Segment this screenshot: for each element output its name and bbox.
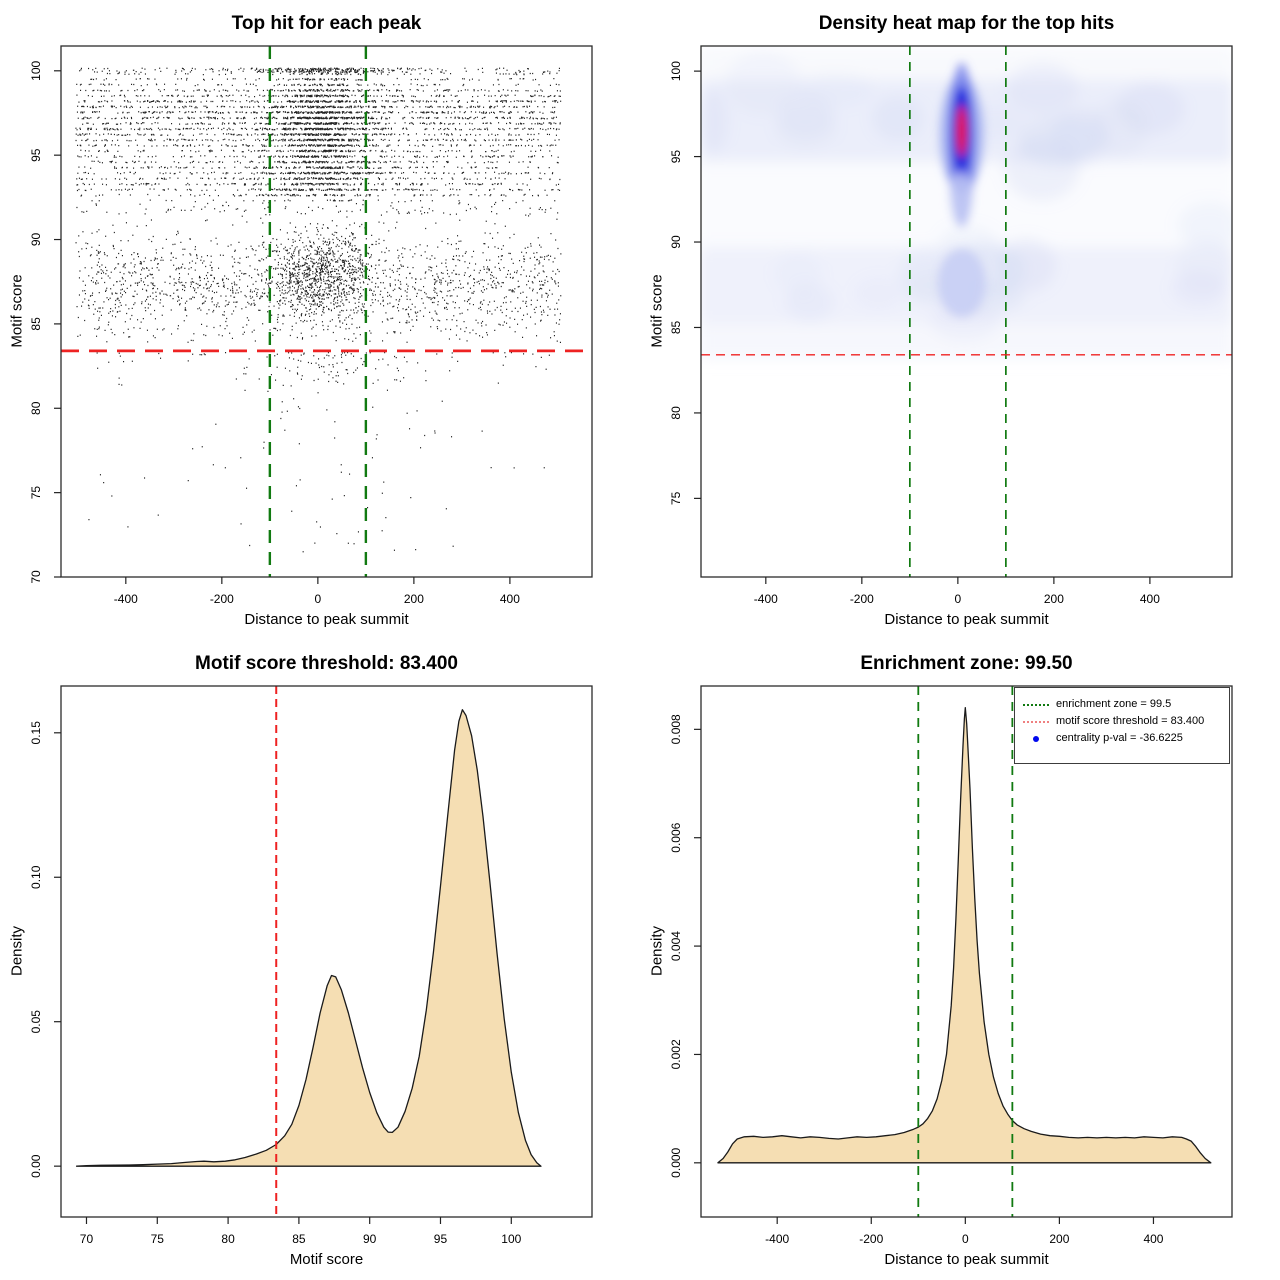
svg-text:0: 0 xyxy=(315,592,322,606)
svg-text:-400: -400 xyxy=(765,1232,789,1246)
svg-text:0.15: 0.15 xyxy=(29,721,43,745)
svg-text:100: 100 xyxy=(501,1232,521,1246)
svg-text:0.002: 0.002 xyxy=(669,1039,683,1069)
panel-density-heatmap: -400 -200 0 200 400 75 80 85 90 95 100 Density hea… xyxy=(640,0,1280,640)
svg-text:85: 85 xyxy=(292,1232,306,1246)
svg-text:80: 80 xyxy=(221,1232,235,1246)
y-axis-label: Motif score xyxy=(8,274,26,348)
svg-text:-400: -400 xyxy=(754,592,778,606)
svg-text:0: 0 xyxy=(955,592,962,606)
svg-text:80: 80 xyxy=(669,406,683,420)
svg-text:90: 90 xyxy=(363,1232,377,1246)
x-axis-label: Distance to peak summit xyxy=(244,611,409,628)
svg-text:75: 75 xyxy=(669,491,683,505)
svg-text:85: 85 xyxy=(29,317,43,331)
svg-text:0.05: 0.05 xyxy=(29,1010,43,1034)
green-dotted-line-icon xyxy=(1023,703,1049,706)
svg-text:400: 400 xyxy=(1143,1232,1163,1246)
svg-text:200: 200 xyxy=(404,592,424,606)
svg-text:0.10: 0.10 xyxy=(29,865,43,889)
svg-text:-200: -200 xyxy=(850,592,874,606)
svg-text:0.00: 0.00 xyxy=(29,1154,43,1178)
y-axis-label: Density xyxy=(8,925,26,977)
x-axis-label: Distance to peak summit xyxy=(884,1251,1049,1268)
svg-text:200: 200 xyxy=(1049,1232,1069,1246)
svg-text:80: 80 xyxy=(29,401,43,415)
svg-text:0.008: 0.008 xyxy=(669,714,683,744)
legend-label: centrality p-val = -36.6225 xyxy=(1056,732,1183,745)
blue-dot-icon xyxy=(1023,735,1049,742)
panel-enrichment-zone-density: -400 -200 0 200 400 0.000 0.002 0.004 0.006 0.008… xyxy=(640,640,1280,1280)
page-title: Density heat map for the top hits xyxy=(818,13,1115,34)
svg-text:95: 95 xyxy=(669,150,683,164)
legend-label: enrichment zone = 99.5 xyxy=(1056,698,1172,710)
svg-text:70: 70 xyxy=(80,1232,94,1246)
svg-text:0: 0 xyxy=(962,1232,969,1246)
svg-text:70: 70 xyxy=(29,570,43,584)
panel-top-hit-scatter: -400 -200 0 200 400 70 75 80 85 90 95 100 Top hit f… xyxy=(0,0,640,640)
panel-motif-score-density: 70 75 80 85 90 95 100 0.00 0.05 0.10 0.15 Motif sc… xyxy=(0,640,640,1280)
svg-text:400: 400 xyxy=(500,592,520,606)
svg-text:0.004: 0.004 xyxy=(669,931,683,961)
svg-text:75: 75 xyxy=(29,486,43,500)
svg-text:100: 100 xyxy=(669,61,683,81)
enrichment-zone-density-canvas: -400 -200 0 200 400 0.000 0.002 0.004 0.006 0.008 xyxy=(669,685,1233,1246)
y-axis-label: Motif score xyxy=(648,274,666,348)
page-title: Top hit for each peak xyxy=(231,13,422,34)
top-hit-scatter-canvas: -400 -200 0 200 400 70 75 80 85 90 95 100 xyxy=(29,45,593,606)
x-axis-label: Distance to peak summit xyxy=(884,611,1049,628)
legend-item-centrality-pval: centrality p-val = -36.6225 xyxy=(1023,730,1225,747)
x-axis-label: Motif score xyxy=(289,1251,364,1268)
page-title: Motif score threshold: 83.400 xyxy=(195,653,458,674)
svg-text:85: 85 xyxy=(669,321,683,335)
svg-text:90: 90 xyxy=(669,235,683,249)
svg-text:0.006: 0.006 xyxy=(669,822,683,852)
svg-text:0.000: 0.000 xyxy=(669,1147,683,1177)
legend-item-motif-threshold: motif score threshold = 83.400 xyxy=(1023,713,1225,730)
y-axis-label: Density xyxy=(648,925,666,977)
density-heatmap-canvas: -400 -200 0 200 400 75 80 85 90 95 100 xyxy=(669,45,1233,606)
svg-text:200: 200 xyxy=(1044,592,1064,606)
svg-text:100: 100 xyxy=(29,60,43,80)
svg-text:-200: -200 xyxy=(859,1232,883,1246)
svg-text:-200: -200 xyxy=(210,592,234,606)
motif-score-density-canvas: 70 75 80 85 90 95 100 0.00 0.05 0.10 0.15 xyxy=(29,685,593,1246)
svg-text:75: 75 xyxy=(151,1232,165,1246)
svg-text:90: 90 xyxy=(29,233,43,247)
svg-text:-400: -400 xyxy=(114,592,138,606)
legend-label: motif score threshold = 83.400 xyxy=(1056,715,1205,728)
svg-text:400: 400 xyxy=(1140,592,1160,606)
red-dotted-line-icon xyxy=(1023,720,1049,723)
svg-text:95: 95 xyxy=(434,1232,448,1246)
page-title: Enrichment zone: 99.50 xyxy=(860,653,1073,674)
plot-legend: enrichment zone = 99.5 motif score thres… xyxy=(1014,687,1230,765)
legend-item-enrichment-zone: enrichment zone = 99.5 xyxy=(1023,696,1225,713)
svg-text:95: 95 xyxy=(29,148,43,162)
